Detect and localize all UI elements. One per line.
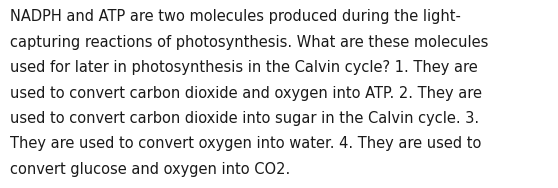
Text: used for later in photosynthesis in the Calvin cycle? 1. They are: used for later in photosynthesis in the … bbox=[10, 60, 478, 75]
Text: used to convert carbon dioxide into sugar in the Calvin cycle. 3.: used to convert carbon dioxide into suga… bbox=[10, 111, 479, 126]
Text: convert glucose and oxygen into CO2.: convert glucose and oxygen into CO2. bbox=[10, 162, 290, 177]
Text: used to convert carbon dioxide and oxygen into ATP. 2. They are: used to convert carbon dioxide and oxyge… bbox=[10, 86, 482, 101]
Text: NADPH and ATP are two molecules produced during the light-: NADPH and ATP are two molecules produced… bbox=[10, 9, 461, 24]
Text: They are used to convert oxygen into water. 4. They are used to: They are used to convert oxygen into wat… bbox=[10, 136, 482, 151]
Text: capturing reactions of photosynthesis. What are these molecules: capturing reactions of photosynthesis. W… bbox=[10, 35, 488, 50]
